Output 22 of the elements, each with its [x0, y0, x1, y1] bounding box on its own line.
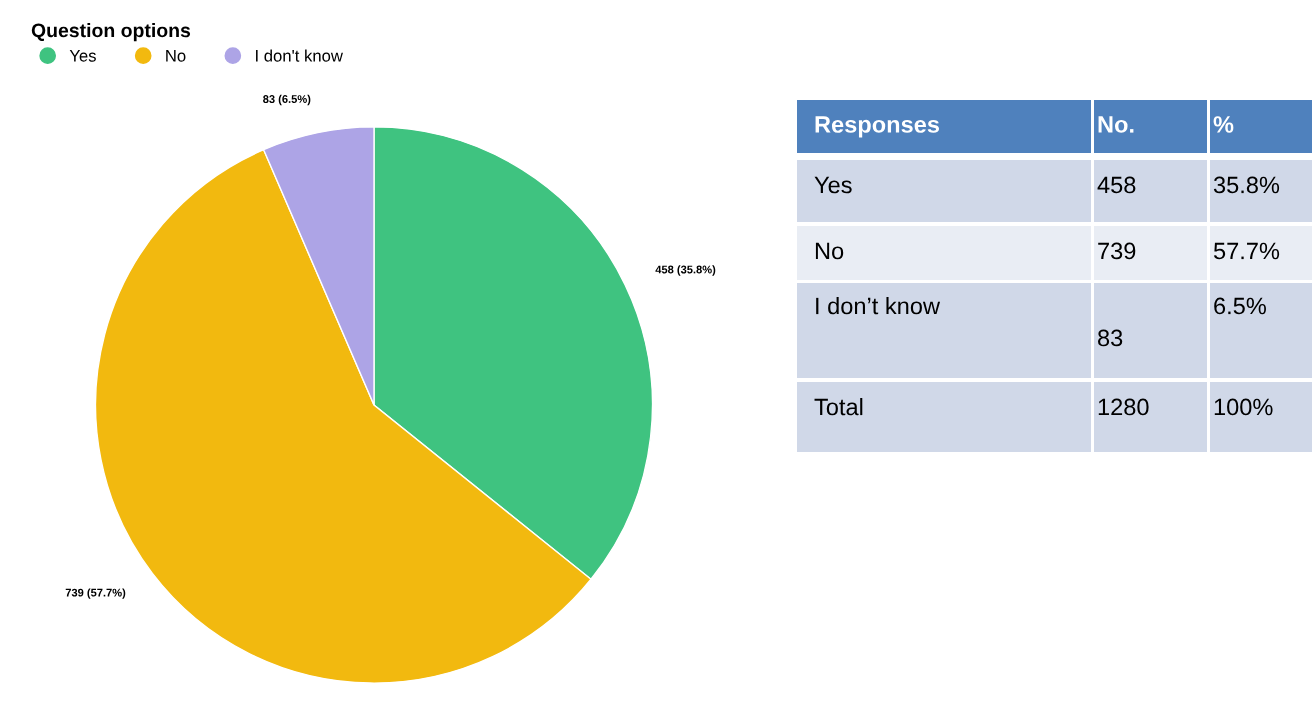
legend-label: I don't know [256, 49, 343, 62]
text: Total [814, 397, 863, 416]
text: 57.7% [1213, 242, 1280, 260]
legend-label: Yes [69, 50, 96, 62]
legend-label: No [166, 50, 186, 62]
text: 6.5% [1214, 297, 1266, 315]
text: No [815, 242, 844, 260]
text: 1280 [1098, 398, 1149, 416]
text: 35.8% [1213, 176, 1280, 194]
text: % [1213, 116, 1234, 133]
text: No. [1098, 116, 1134, 133]
text: Yes [814, 176, 852, 194]
text: 739 [1098, 242, 1136, 260]
text: 83 [1098, 329, 1123, 347]
text: 458 [1097, 176, 1136, 194]
data-label: 739 (57.7%) [65, 588, 126, 599]
text: 100% [1214, 398, 1273, 416]
data-label: 83 (6.5%) [263, 94, 311, 106]
data-label: 458 (35.8%) [655, 265, 716, 276]
legend-title: Question options [31, 23, 191, 42]
text: I don’t know [816, 296, 941, 315]
text: Responses [815, 116, 940, 138]
